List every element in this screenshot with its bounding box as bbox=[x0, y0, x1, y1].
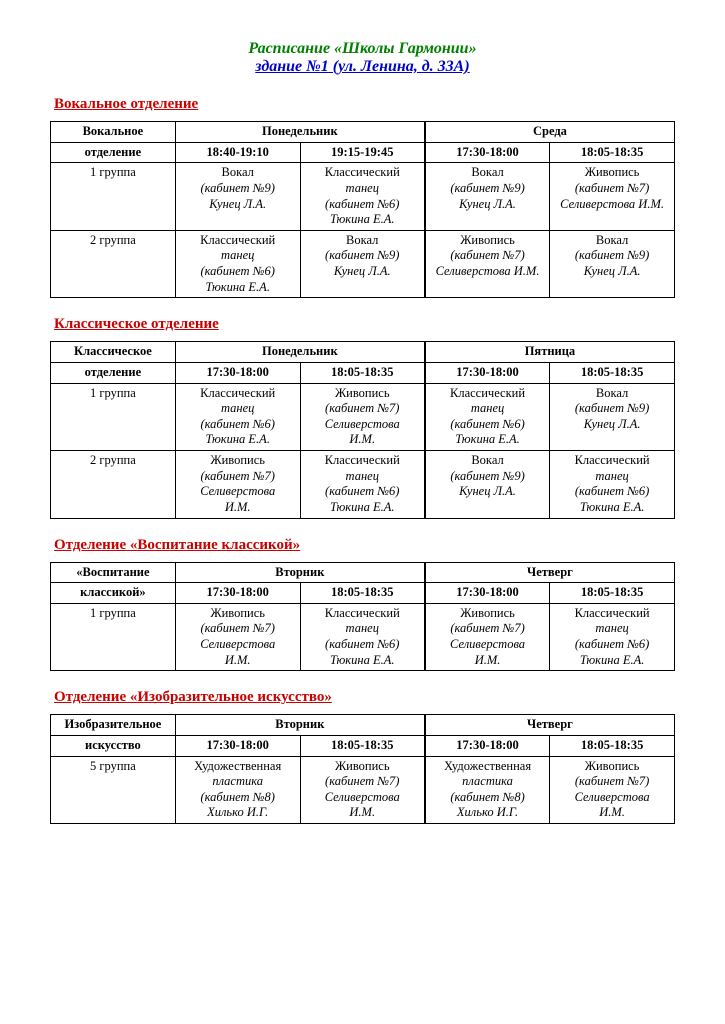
document-title: Расписание «Школы Гармонии» здание №1 (у… bbox=[50, 40, 675, 76]
group-label: 1 группа bbox=[51, 383, 176, 451]
schedule-cell: Художественнаяпластика(кабинет №8)Хилько… bbox=[425, 756, 550, 824]
day-header-2: Четверг bbox=[425, 715, 675, 736]
dept-header: отделение bbox=[51, 362, 176, 383]
schedule-table: КлассическоеПонедельникПятницаотделение1… bbox=[50, 341, 675, 518]
dept-header: Классическое bbox=[51, 342, 176, 363]
dept-header: Вокальное bbox=[51, 122, 176, 143]
title-line-2: здание №1 (ул. Ленина, д. 33А) bbox=[50, 58, 675, 76]
schedule-cell: Вокал(кабинет №9)Кунец Л.А. bbox=[175, 163, 300, 231]
time-header: 18:05-18:35 bbox=[300, 735, 425, 756]
section-heading: Вокальное отделение bbox=[54, 96, 675, 113]
day-header-1: Вторник bbox=[175, 562, 425, 583]
time-header: 17:30-18:00 bbox=[175, 362, 300, 383]
schedule-cell: Вокал(кабинет №9)Кунец Л.А. bbox=[425, 163, 550, 231]
schedule-table: ИзобразительноеВторникЧетвергискусство17… bbox=[50, 714, 675, 824]
time-header: 18:05-18:35 bbox=[300, 362, 425, 383]
dept-header: классикой» bbox=[51, 583, 176, 604]
time-header: 17:30-18:00 bbox=[175, 735, 300, 756]
schedule-cell: Живопись(кабинет №7)СеливерстоваИ.М. bbox=[550, 756, 675, 824]
time-header: 18:05-18:35 bbox=[300, 583, 425, 604]
day-header-2: Четверг bbox=[425, 562, 675, 583]
time-header: 19:15-19:45 bbox=[300, 142, 425, 163]
schedule-cell: Живопись(кабинет №7)СеливерстоваИ.М. bbox=[175, 603, 300, 671]
schedule-cell: Живопись(кабинет №7)СеливерстоваИ.М. bbox=[300, 756, 425, 824]
day-header-1: Вторник bbox=[175, 715, 425, 736]
schedule-cell: Живопись(кабинет №7)СеливерстоваИ.М. bbox=[425, 603, 550, 671]
time-header: 17:30-18:00 bbox=[425, 142, 550, 163]
day-header-1: Понедельник bbox=[175, 122, 425, 143]
section-heading: Отделение «Воспитание классикой» bbox=[54, 537, 675, 554]
schedule-cell: Вокал(кабинет №9)Кунец Л.А. bbox=[550, 230, 675, 298]
schedule-cell: Классическийтанец(кабинет №6)Тюкина Е.А. bbox=[300, 163, 425, 231]
time-header: 18:05-18:35 bbox=[550, 583, 675, 604]
time-header: 18:40-19:10 bbox=[175, 142, 300, 163]
dept-header: «Воспитание bbox=[51, 562, 176, 583]
time-header: 17:30-18:00 bbox=[425, 583, 550, 604]
schedule-cell: Классическийтанец(кабинет №6)Тюкина Е.А. bbox=[550, 451, 675, 519]
time-header: 18:05-18:35 bbox=[550, 362, 675, 383]
time-header: 17:30-18:00 bbox=[425, 362, 550, 383]
schedule-cell: Классическийтанец(кабинет №6)Тюкина Е.А. bbox=[175, 383, 300, 451]
title-line-1: Расписание «Школы Гармонии» bbox=[50, 40, 675, 58]
day-header-1: Понедельник bbox=[175, 342, 425, 363]
section-heading: Классическое отделение bbox=[54, 316, 675, 333]
dept-header: отделение bbox=[51, 142, 176, 163]
schedule-cell: Художественнаяпластика(кабинет №8)Хилько… bbox=[175, 756, 300, 824]
schedule-cell: Вокал(кабинет №9)Кунец Л.А. bbox=[550, 383, 675, 451]
day-header-2: Среда bbox=[425, 122, 675, 143]
group-label: 5 группа bbox=[51, 756, 176, 824]
group-label: 1 группа bbox=[51, 603, 176, 671]
day-header-2: Пятница bbox=[425, 342, 675, 363]
schedule-table: «ВоспитаниеВторникЧетвергклассикой»17:30… bbox=[50, 562, 675, 672]
section-heading: Отделение «Изобразительное искусство» bbox=[54, 689, 675, 706]
group-label: 2 группа bbox=[51, 230, 176, 298]
schedule-table: ВокальноеПонедельникСреда отделение18:40-… bbox=[50, 121, 675, 298]
schedule-cell: Живопись(кабинет №7)Селиверстова И.М. bbox=[550, 163, 675, 231]
time-header: 17:30-18:00 bbox=[175, 583, 300, 604]
schedule-cell: Классическийтанец(кабинет №6)Тюкина Е.А. bbox=[175, 230, 300, 298]
schedule-cell: Классическийтанец(кабинет №6)Тюкина Е.А. bbox=[300, 603, 425, 671]
schedule-cell: Живопись(кабинет №7)СеливерстоваИ.М. bbox=[175, 451, 300, 519]
schedule-cell: Вокал(кабинет №9)Кунец Л.А. bbox=[300, 230, 425, 298]
schedule-cell: Живопись(кабинет №7)Селиверстова И.М. bbox=[425, 230, 550, 298]
schedule-cell: Вокал(кабинет №9)Кунец Л.А. bbox=[425, 451, 550, 519]
dept-header: искусство bbox=[51, 735, 176, 756]
schedule-cell: Классическийтанец(кабинет №6)Тюкина Е.А. bbox=[425, 383, 550, 451]
time-header: 18:05-18:35 bbox=[550, 735, 675, 756]
schedule-cell: Классическийтанец(кабинет №6)Тюкина Е.А. bbox=[550, 603, 675, 671]
schedule-cell: Классическийтанец(кабинет №6)Тюкина Е.А. bbox=[300, 451, 425, 519]
time-header: 18:05-18:35 bbox=[550, 142, 675, 163]
group-label: 2 группа bbox=[51, 451, 176, 519]
schedule-cell: Живопись(кабинет №7)СеливерстоваИ.М. bbox=[300, 383, 425, 451]
time-header: 17:30-18:00 bbox=[425, 735, 550, 756]
group-label: 1 группа bbox=[51, 163, 176, 231]
dept-header: Изобразительное bbox=[51, 715, 176, 736]
